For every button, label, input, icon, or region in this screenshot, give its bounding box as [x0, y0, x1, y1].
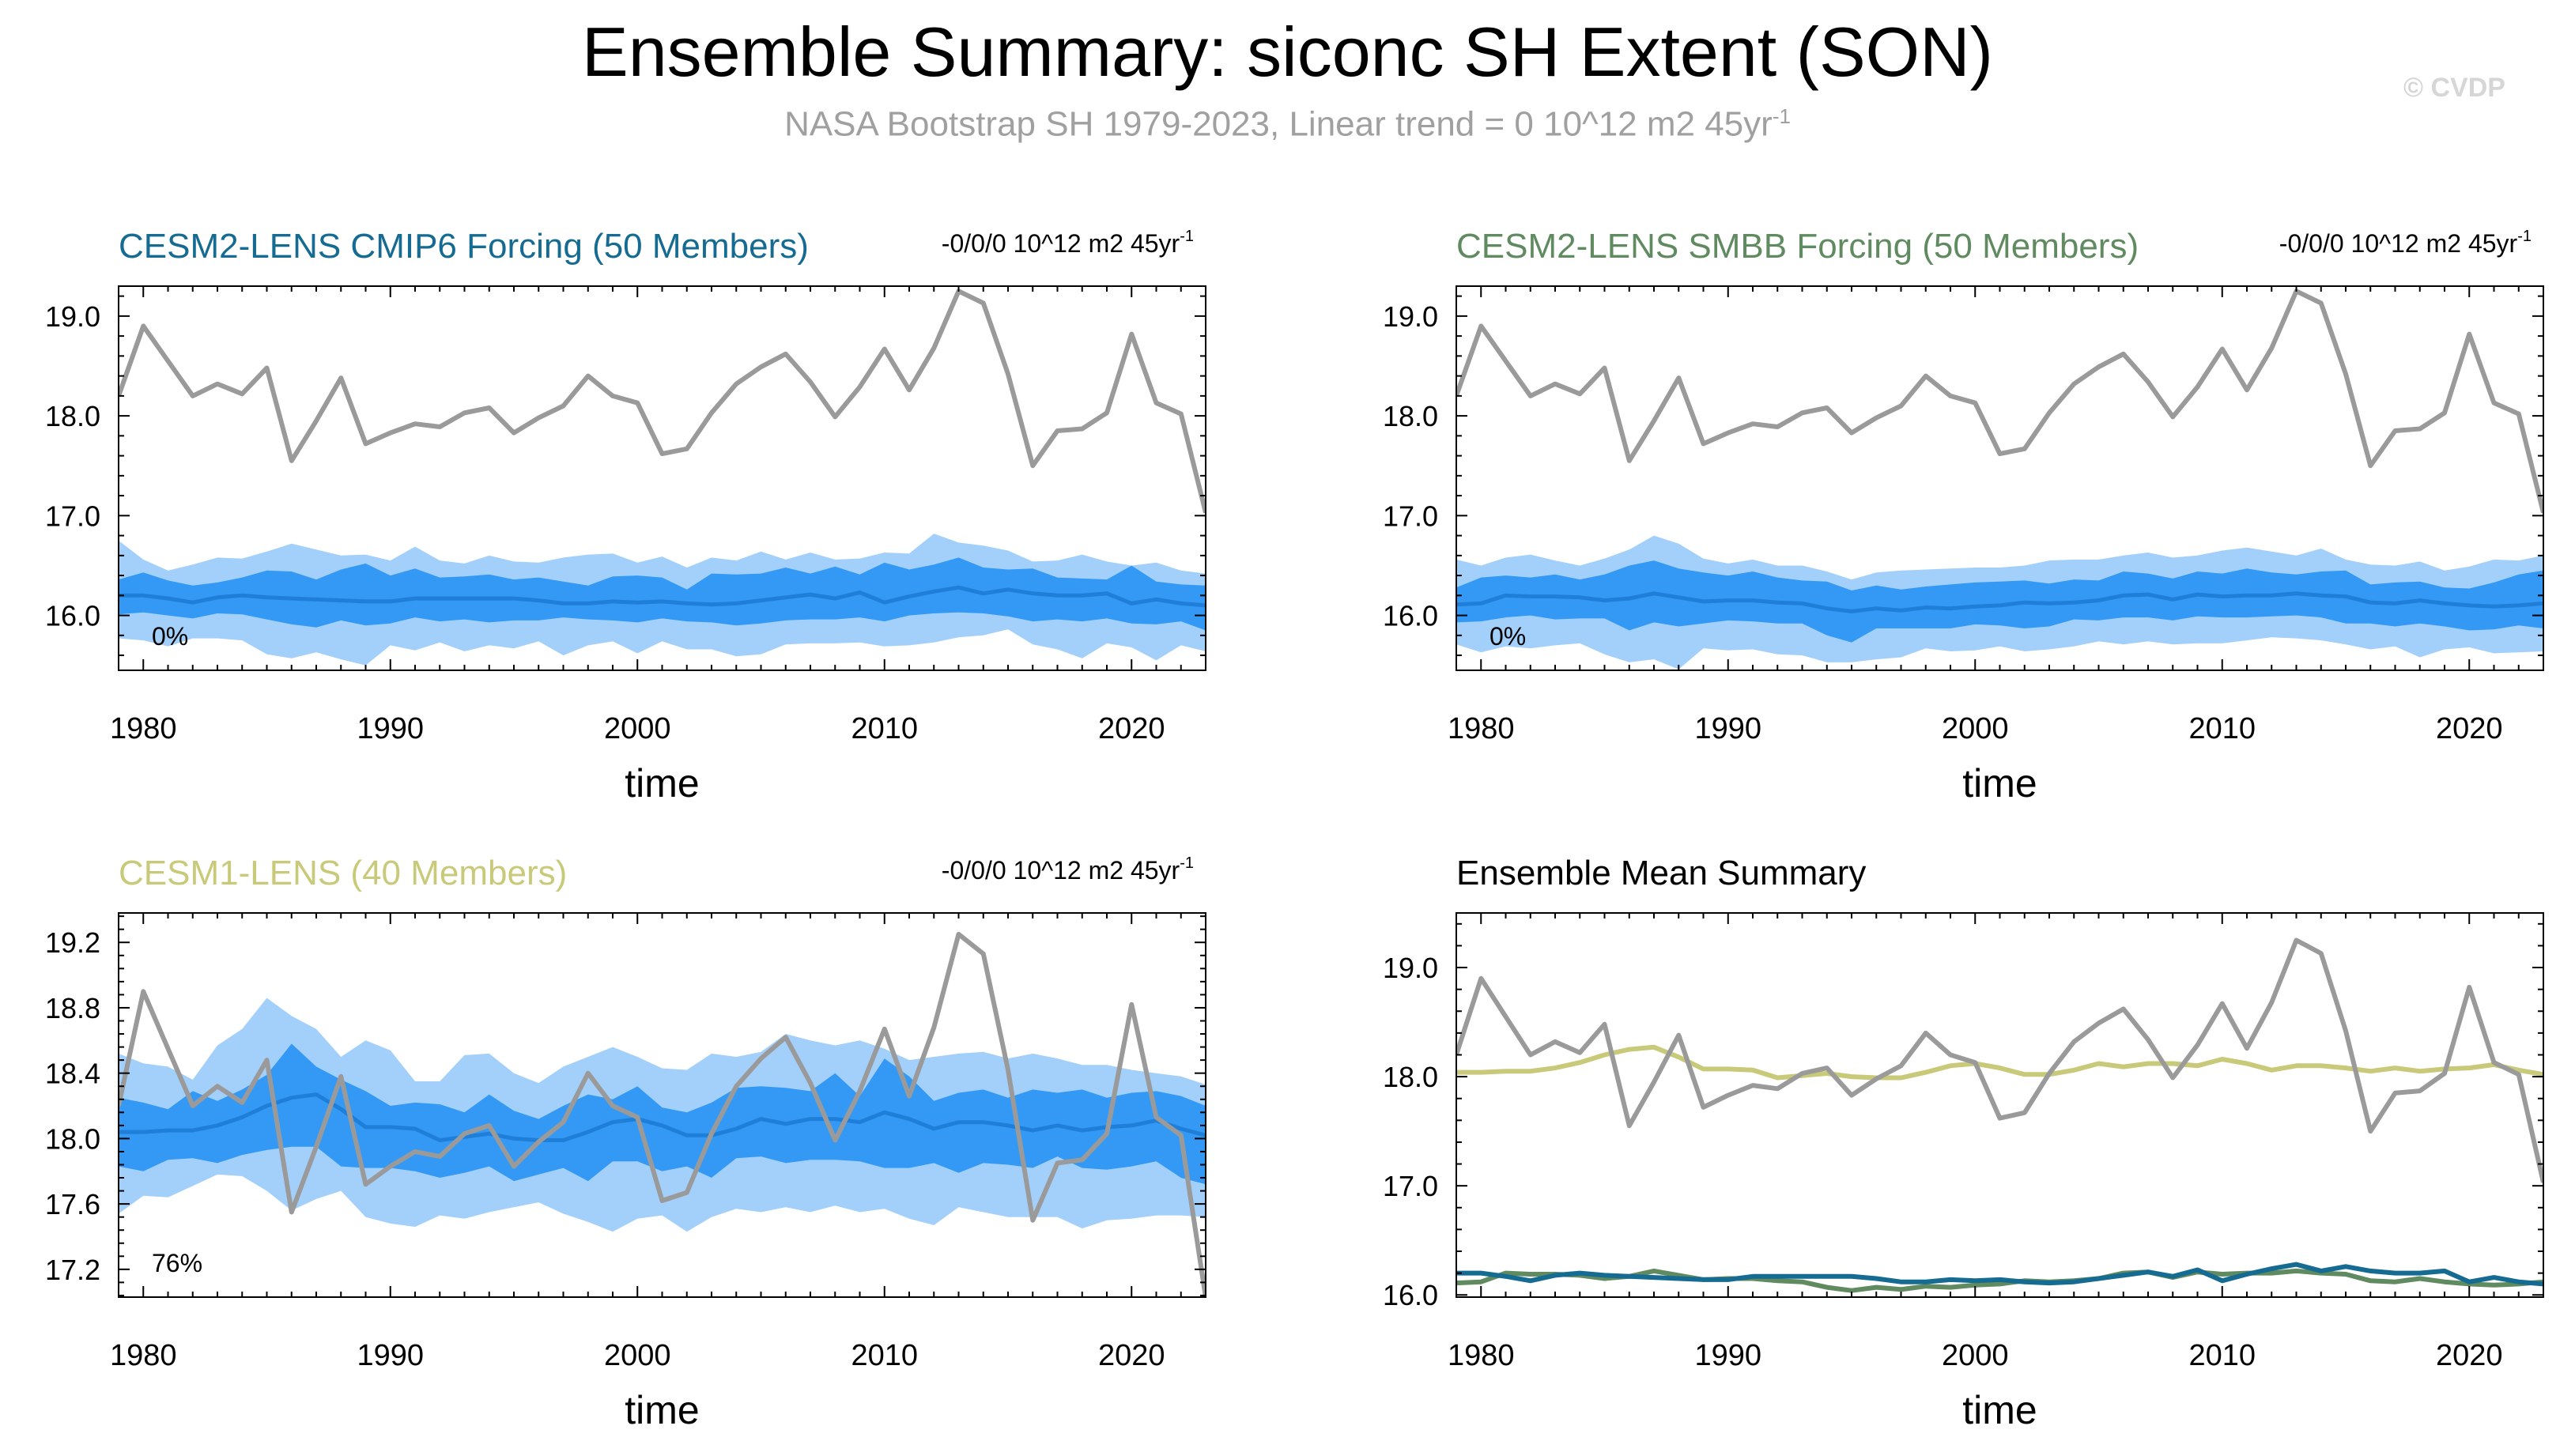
trend-label: -0/0/0 10^12 m2 45yr-1: [942, 228, 1194, 258]
rank-percent-label: 0%: [1489, 622, 1526, 651]
plot-area: [119, 931, 1206, 1297]
figure-subtitle: NASA Bootstrap SH 1979-2023, Linear tren…: [0, 104, 2575, 145]
panel-4: 1980 1990 2000 2010 2020 16.0 17.0 18.0 19.0 time…: [1383, 854, 2544, 1432]
panel-title: CESM2-LENS SMBB Forcing (50 Members): [1456, 227, 2139, 266]
spread-band-inner: [119, 1043, 1206, 1185]
y-tick-label: 19.2: [45, 926, 100, 959]
y-tick-label: 18.8: [45, 992, 100, 1024]
ensemble-mean-line: [119, 585, 1206, 608]
y-tick-label: 19.0: [1383, 300, 1438, 333]
y-tick-label: 19.0: [45, 300, 100, 333]
panel-1: 1980 1990 2000 2010 2020 16.0 17.0 18.0 19.0 time…: [45, 227, 1206, 805]
y-tick-label: 19.0: [1383, 952, 1438, 984]
subtitle-text: NASA Bootstrap SH 1979-2023, Linear tren…: [784, 104, 1773, 144]
x-tick-label: 1990: [1694, 1339, 1761, 1372]
x-tick-label: 2010: [851, 1339, 918, 1372]
y-tick-label: 18.0: [45, 1122, 100, 1155]
y-tick-label: 17.0: [45, 500, 100, 532]
trend-superscript: -1: [1180, 854, 1194, 872]
x-tick-label: 1990: [357, 712, 424, 745]
x-tick-label: 2000: [1942, 1339, 2009, 1372]
x-tick-label: 2010: [2188, 1339, 2256, 1372]
panel-3: 1980 1990 2000 2010 2020 17.2 17.6 18.0 18.4 18.8…: [45, 854, 1206, 1432]
y-tick-label: 16.0: [1383, 1279, 1438, 1311]
plot-area: [1456, 289, 2543, 670]
trend-superscript: -1: [2517, 228, 2532, 245]
x-axis-label: time: [1962, 1388, 2037, 1432]
figure-title: Ensemble Summary: siconc SH Extent (SON): [582, 13, 1993, 91]
observed-line: [1456, 289, 2543, 514]
plot-area: [119, 289, 1206, 666]
x-axis-label: time: [1962, 761, 2037, 805]
rank-percent-label: 76%: [152, 1249, 202, 1277]
x-tick-label: 2000: [1942, 712, 2009, 745]
plot-frame: [1456, 912, 2544, 1298]
panel-title: CESM1-LENS (40 Members): [119, 854, 567, 892]
y-tick-label: 17.6: [45, 1188, 100, 1220]
trend-label: -0/0/0 10^12 m2 45yr-1: [942, 854, 1194, 885]
y-tick-label: 18.0: [1383, 400, 1438, 432]
x-tick-label: 2020: [2436, 1339, 2503, 1372]
x-tick-label: 1990: [1694, 712, 1761, 745]
rank-percent-label: 0%: [152, 622, 188, 651]
x-tick-label: 1980: [1448, 1339, 1515, 1372]
observed-line: [119, 931, 1206, 1297]
ensemble-mean-line: [119, 1092, 1206, 1142]
x-tick-label: 2000: [604, 1339, 671, 1372]
y-tick-label: 16.0: [1383, 600, 1438, 632]
ensemble-mean-line-3: [1456, 1262, 2543, 1287]
y-tick-label: 17.0: [1383, 500, 1438, 532]
spread-band-inner: [119, 557, 1206, 631]
spread-band-inner: [1456, 560, 2543, 643]
x-tick-label: 1980: [1448, 712, 1515, 745]
y-tick-label: 18.0: [45, 400, 100, 432]
panel-2: 1980 1990 2000 2010 2020 16.0 17.0 18.0 19.0 time…: [1383, 227, 2544, 805]
ensemble-mean-line: [1456, 591, 2543, 613]
y-tick-label: 17.2: [45, 1254, 100, 1286]
panel-title: CESM2-LENS CMIP6 Forcing (50 Members): [119, 227, 809, 266]
y-tick-label: 16.0: [45, 600, 100, 632]
ensemble-mean-line-1: [1456, 1044, 2543, 1081]
trend-text: -0/0/0 10^12 m2 45yr: [942, 856, 1180, 885]
plot-area: [1456, 937, 2543, 1293]
y-tick-label: 17.0: [1383, 1170, 1438, 1202]
panel-title: Ensemble Mean Summary: [1456, 854, 1866, 892]
x-tick-label: 2000: [604, 712, 671, 745]
x-tick-label: 2020: [1098, 1339, 1165, 1372]
trend-label: -0/0/0 10^12 m2 45yr-1: [2279, 228, 2532, 258]
x-axis-label: time: [625, 1388, 699, 1432]
y-tick-label: 18.0: [1383, 1061, 1438, 1093]
trend-superscript: -1: [1180, 228, 1194, 245]
y-tick-label: 18.4: [45, 1058, 100, 1090]
x-tick-label: 1980: [110, 1339, 177, 1372]
observed-line: [119, 289, 1206, 514]
x-tick-label: 2010: [851, 712, 918, 745]
trend-text: -0/0/0 10^12 m2 45yr: [2279, 229, 2518, 258]
ensemble-mean-line-4: [1456, 937, 2543, 1183]
x-tick-label: 1980: [110, 712, 177, 745]
x-tick-label: 2020: [1098, 712, 1165, 745]
x-tick-label: 2020: [2436, 712, 2503, 745]
x-tick-label: 2010: [2188, 712, 2256, 745]
cvdp-watermark: © CVDP: [2403, 73, 2505, 103]
subtitle-superscript: -1: [1772, 104, 1791, 128]
trend-text: -0/0/0 10^12 m2 45yr: [942, 229, 1180, 258]
x-axis-label: time: [625, 761, 699, 805]
x-tick-label: 1990: [357, 1339, 424, 1372]
